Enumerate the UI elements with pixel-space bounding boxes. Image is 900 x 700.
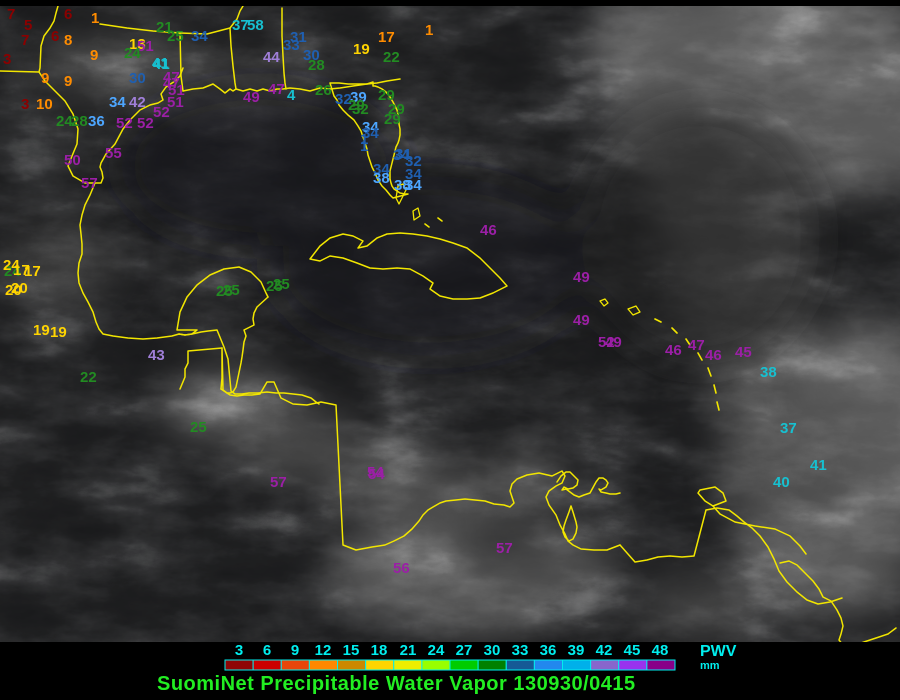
svg-text:18: 18 [371, 642, 388, 659]
svg-text:25: 25 [223, 282, 240, 299]
svg-text:7: 7 [7, 6, 15, 23]
svg-text:22: 22 [80, 369, 97, 386]
svg-text:6: 6 [263, 642, 271, 659]
svg-text:56: 56 [393, 560, 410, 577]
svg-text:37: 37 [780, 420, 797, 437]
svg-text:45: 45 [735, 344, 752, 361]
svg-text:4: 4 [287, 87, 296, 104]
svg-text:57: 57 [496, 540, 513, 557]
svg-text:43: 43 [148, 347, 165, 364]
svg-text:9: 9 [291, 642, 299, 659]
svg-text:PWV: PWV [700, 643, 737, 660]
svg-text:52: 52 [137, 115, 154, 132]
svg-text:3: 3 [3, 51, 11, 68]
svg-text:29: 29 [384, 111, 401, 128]
svg-text:44: 44 [263, 49, 280, 66]
svg-text:19: 19 [33, 322, 50, 339]
svg-text:20: 20 [5, 282, 22, 299]
svg-text:21: 21 [400, 642, 417, 659]
svg-text:9: 9 [90, 47, 98, 64]
svg-text:8: 8 [64, 32, 72, 49]
svg-text:32: 32 [352, 101, 369, 118]
svg-text:42: 42 [596, 642, 613, 659]
svg-text:38: 38 [760, 364, 777, 381]
svg-text:39: 39 [568, 642, 585, 659]
svg-text:42: 42 [129, 94, 146, 111]
svg-text:19: 19 [50, 324, 67, 341]
svg-text:27: 27 [456, 642, 473, 659]
svg-text:50: 50 [64, 152, 81, 169]
svg-text:55: 55 [105, 145, 122, 162]
svg-text:33: 33 [512, 642, 529, 659]
svg-text:51: 51 [168, 82, 185, 99]
svg-text:46: 46 [705, 347, 722, 364]
svg-text:9: 9 [64, 73, 72, 90]
svg-text:24: 24 [428, 642, 445, 659]
svg-text:54: 54 [367, 464, 384, 481]
svg-text:6: 6 [51, 28, 59, 45]
svg-text:47: 47 [688, 337, 705, 354]
svg-text:36: 36 [540, 642, 557, 659]
svg-text:52: 52 [116, 115, 133, 132]
svg-text:25: 25 [273, 276, 290, 293]
svg-text:17: 17 [378, 29, 395, 46]
svg-text:25: 25 [190, 419, 207, 436]
svg-text:26: 26 [315, 82, 332, 99]
svg-text:1: 1 [425, 22, 433, 39]
svg-text:17: 17 [13, 262, 30, 279]
svg-text:40: 40 [773, 474, 790, 491]
svg-text:6: 6 [64, 6, 72, 23]
svg-text:46: 46 [665, 342, 682, 359]
svg-text:36: 36 [88, 113, 105, 130]
svg-text:28: 28 [71, 113, 88, 130]
svg-text:SuomiNet Precipitable Water Va: SuomiNet Precipitable Water Vapor 130930… [157, 673, 636, 695]
svg-text:7: 7 [21, 32, 29, 49]
svg-text:12: 12 [315, 642, 332, 659]
svg-text:mm: mm [700, 660, 720, 672]
svg-text:34: 34 [405, 177, 422, 194]
svg-text:49: 49 [573, 269, 590, 286]
svg-text:3: 3 [21, 96, 29, 113]
svg-text:41: 41 [810, 457, 827, 474]
svg-text:57: 57 [81, 175, 98, 192]
svg-text:47: 47 [268, 81, 285, 98]
svg-text:25: 25 [167, 28, 184, 45]
svg-text:49: 49 [243, 89, 260, 106]
svg-text:34: 34 [191, 28, 208, 45]
svg-text:24: 24 [124, 45, 141, 62]
svg-text:49: 49 [605, 334, 622, 351]
svg-text:48: 48 [652, 642, 669, 659]
svg-text:3: 3 [235, 642, 243, 659]
svg-text:33: 33 [283, 37, 300, 54]
svg-text:22: 22 [383, 49, 400, 66]
svg-text:1: 1 [91, 10, 99, 27]
svg-text:28: 28 [308, 57, 325, 74]
svg-text:46: 46 [480, 222, 497, 239]
svg-text:58: 58 [247, 17, 264, 34]
svg-text:38: 38 [373, 170, 390, 187]
svg-text:30: 30 [484, 642, 501, 659]
svg-text:1: 1 [360, 138, 368, 155]
svg-text:30: 30 [129, 70, 146, 87]
svg-text:57: 57 [270, 474, 287, 491]
svg-text:34: 34 [109, 94, 126, 111]
svg-text:49: 49 [573, 312, 590, 329]
svg-text:52: 52 [153, 104, 170, 121]
svg-text:15: 15 [343, 642, 360, 659]
svg-text:45: 45 [624, 642, 641, 659]
svg-text:10: 10 [36, 96, 53, 113]
svg-text:9: 9 [41, 70, 49, 87]
svg-text:19: 19 [353, 41, 370, 58]
